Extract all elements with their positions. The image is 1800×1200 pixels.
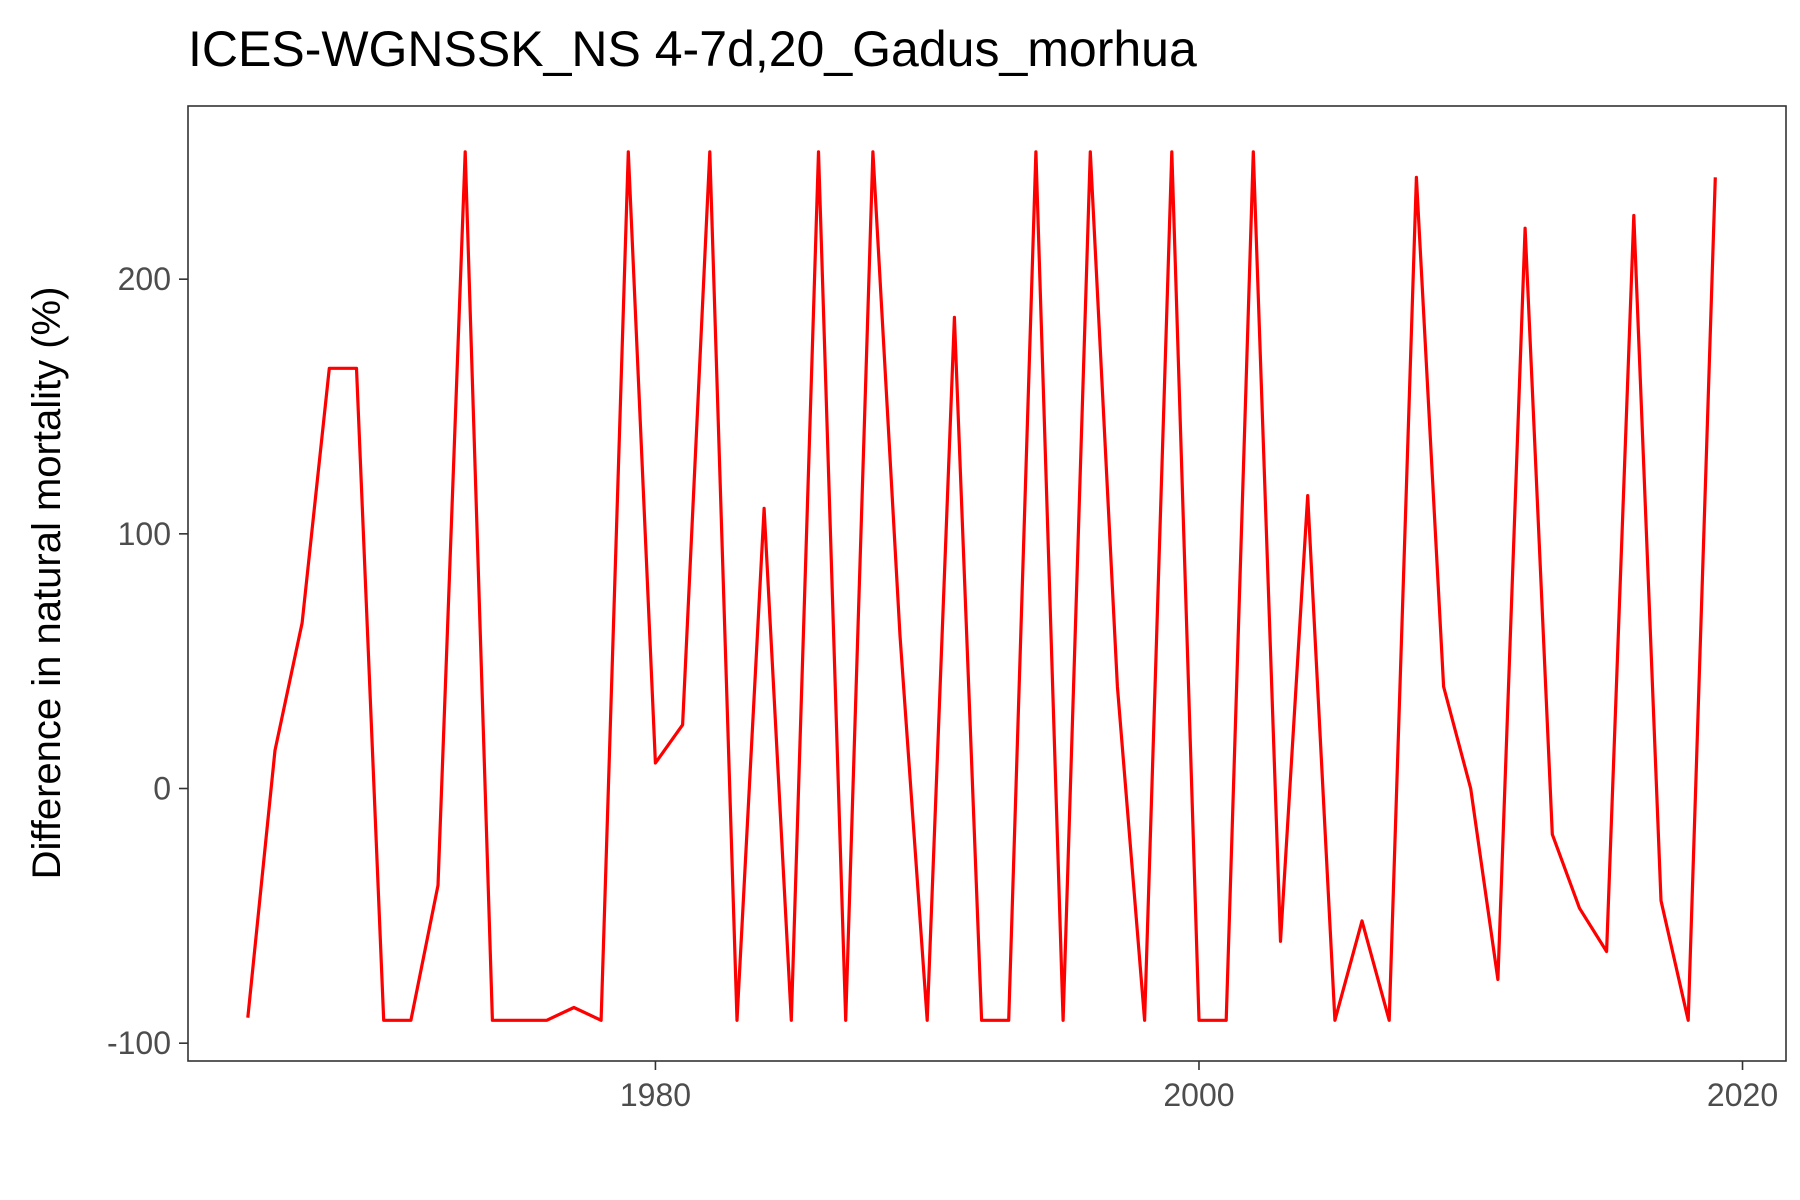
y-tick-label: 100 — [118, 516, 171, 552]
chart-title: ICES-WGNSSK_NS 4-7d,20_Gadus_morhua — [188, 21, 1197, 77]
y-axis: -100 0 100 200 — [107, 261, 188, 1061]
series-line — [246, 150, 1717, 1022]
y-tick-label: 200 — [118, 261, 171, 297]
plot-panel — [187, 105, 1787, 1062]
x-tick-label: 2020 — [1707, 1077, 1778, 1113]
y-tick-label: -100 — [107, 1025, 171, 1061]
y-tick-label: 0 — [153, 771, 171, 807]
x-axis: 1980 2000 2020 — [620, 1061, 1778, 1113]
x-tick-label: 1980 — [620, 1077, 691, 1113]
y-axis-label: Difference in natural mortality (%) — [25, 287, 69, 880]
x-tick-label: 2000 — [1163, 1077, 1234, 1113]
